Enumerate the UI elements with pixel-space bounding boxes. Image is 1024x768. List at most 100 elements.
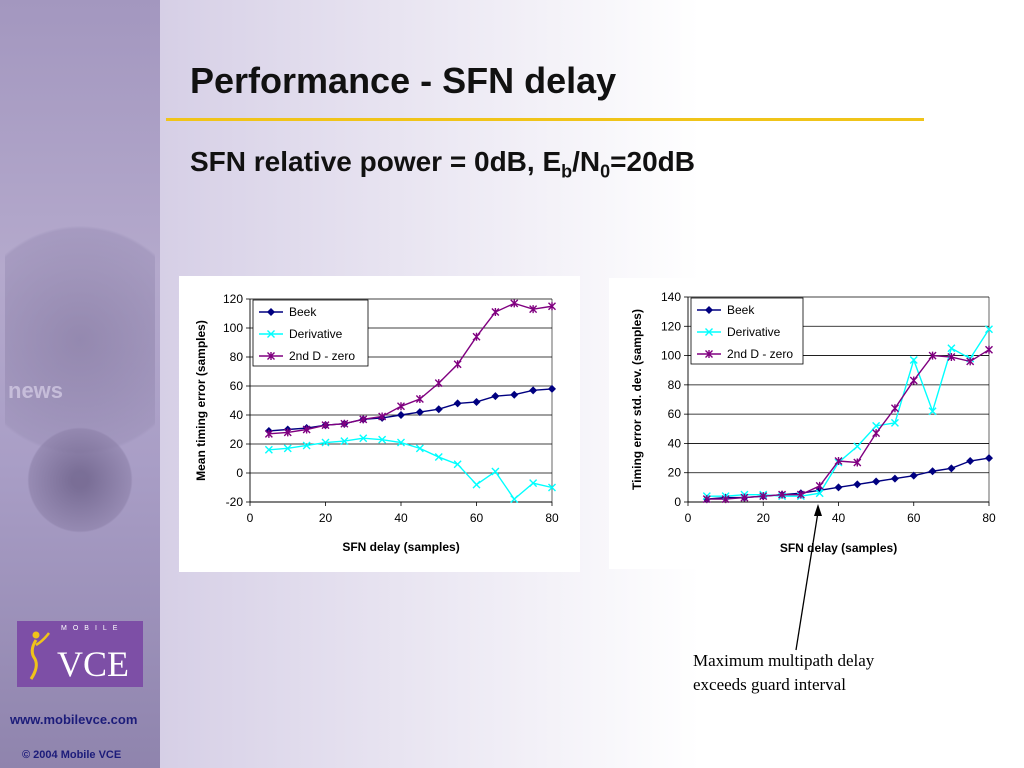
legend-label: 2nd D - zero (289, 349, 355, 363)
data-point (853, 458, 862, 467)
y-tick-label: 100 (223, 321, 243, 335)
website-link[interactable]: www.mobilevce.com (10, 712, 138, 727)
data-point (985, 345, 993, 354)
data-point (815, 489, 824, 498)
data-point (434, 453, 443, 462)
data-point (321, 421, 330, 430)
data-point (909, 355, 918, 364)
data-point (548, 483, 556, 492)
data-point (415, 408, 424, 417)
data-point (359, 415, 368, 424)
data-point (321, 438, 330, 447)
data-point (928, 467, 937, 476)
x-tick-label: 60 (907, 511, 921, 525)
x-axis-label: SFN delay (samples) (780, 541, 897, 555)
data-point (928, 351, 937, 360)
data-point (890, 474, 899, 483)
data-point (415, 395, 424, 404)
data-point (415, 444, 424, 453)
data-point (529, 479, 538, 488)
x-tick-label: 20 (757, 511, 771, 525)
x-tick-label: 80 (982, 511, 996, 525)
data-point (947, 344, 956, 353)
data-point (947, 464, 956, 473)
y-axis-label: Timing error std. dev. (samples) (630, 309, 644, 490)
data-point (853, 442, 862, 451)
data-point (378, 412, 387, 421)
annotation-text: Maximum multipath delay exceeds guard in… (693, 649, 874, 697)
y-tick-label: 120 (661, 319, 681, 333)
chart-svg: 0 20 40 60 80 100 120 140 0 20 40 60 80 SFN delay (sa… (630, 290, 996, 555)
data-point (548, 302, 556, 311)
series-line (706, 457, 990, 500)
data-point (302, 425, 311, 434)
data-point (283, 444, 292, 453)
y-tick-label: 20 (230, 437, 244, 451)
data-point (491, 392, 500, 401)
slide-subtitle: SFN relative power = 0dB, Eb/N0=20dB (190, 146, 695, 182)
legend-label: Beek (289, 305, 317, 319)
data-point (721, 495, 730, 504)
x-tick-label: 60 (470, 511, 484, 525)
x-tick-label: 20 (319, 511, 333, 525)
data-point (834, 483, 843, 492)
x-axis-label: SFN delay (samples) (342, 540, 459, 554)
data-point (491, 467, 500, 476)
data-point (890, 418, 899, 427)
data-point (453, 360, 462, 369)
legend-marker (267, 330, 275, 338)
x-tick-label: 40 (394, 511, 408, 525)
y-axis-label: Mean timing error (samples) (194, 320, 208, 481)
y-tick-label: 20 (668, 466, 682, 480)
legend-label: Beek (727, 303, 755, 317)
legend-marker (267, 308, 275, 316)
data-point (283, 428, 292, 437)
data-point (966, 357, 975, 366)
data-point (302, 441, 311, 450)
data-point (834, 457, 843, 465)
title-underline (166, 118, 924, 121)
data-point (397, 402, 405, 411)
y-tick-label: -20 (226, 495, 244, 509)
slide-title: Performance - SFN delay (190, 60, 617, 101)
data-point (872, 477, 881, 486)
background-news-text: news (8, 378, 64, 403)
data-point (872, 429, 881, 438)
y-tick-label: 100 (661, 349, 681, 363)
data-point (472, 332, 481, 341)
chart-mean-timing-error: -20 0 20 40 60 80 100 120 0 20 40 60 80 SFN delay (sa… (179, 276, 580, 572)
data-point (778, 490, 787, 499)
y-tick-label: 60 (230, 379, 244, 393)
y-tick-label: 0 (674, 495, 681, 509)
y-tick-label: 80 (668, 378, 682, 392)
annotation-line-2: exceeds guard interval (693, 675, 846, 694)
logo-tagline: MOBILE (61, 625, 124, 632)
data-point (928, 407, 937, 416)
series-line (268, 437, 553, 501)
data-point (529, 386, 538, 395)
data-point (909, 376, 918, 385)
y-tick-label: 40 (230, 408, 244, 422)
data-point (909, 471, 918, 480)
data-point (966, 457, 975, 465)
data-point (472, 397, 481, 406)
y-tick-label: 60 (668, 407, 682, 421)
legend-label: Derivative (289, 327, 343, 341)
data-point (510, 390, 519, 399)
data-point (340, 419, 349, 428)
y-tick-label: 40 (668, 436, 682, 450)
data-point (397, 411, 405, 419)
y-tick-label: 0 (236, 466, 243, 480)
data-point (815, 486, 824, 495)
data-point (815, 481, 824, 490)
series-line (268, 388, 553, 432)
phone-image (20, 420, 140, 540)
legend-marker (267, 352, 275, 360)
data-point (359, 434, 368, 443)
legend-marker (705, 350, 713, 358)
mobile-vce-logo: MOBILE VCE (17, 621, 143, 687)
legend-label: 2nd D - zero (727, 347, 793, 361)
x-tick-label: 0 (685, 511, 692, 525)
data-point (872, 421, 881, 430)
